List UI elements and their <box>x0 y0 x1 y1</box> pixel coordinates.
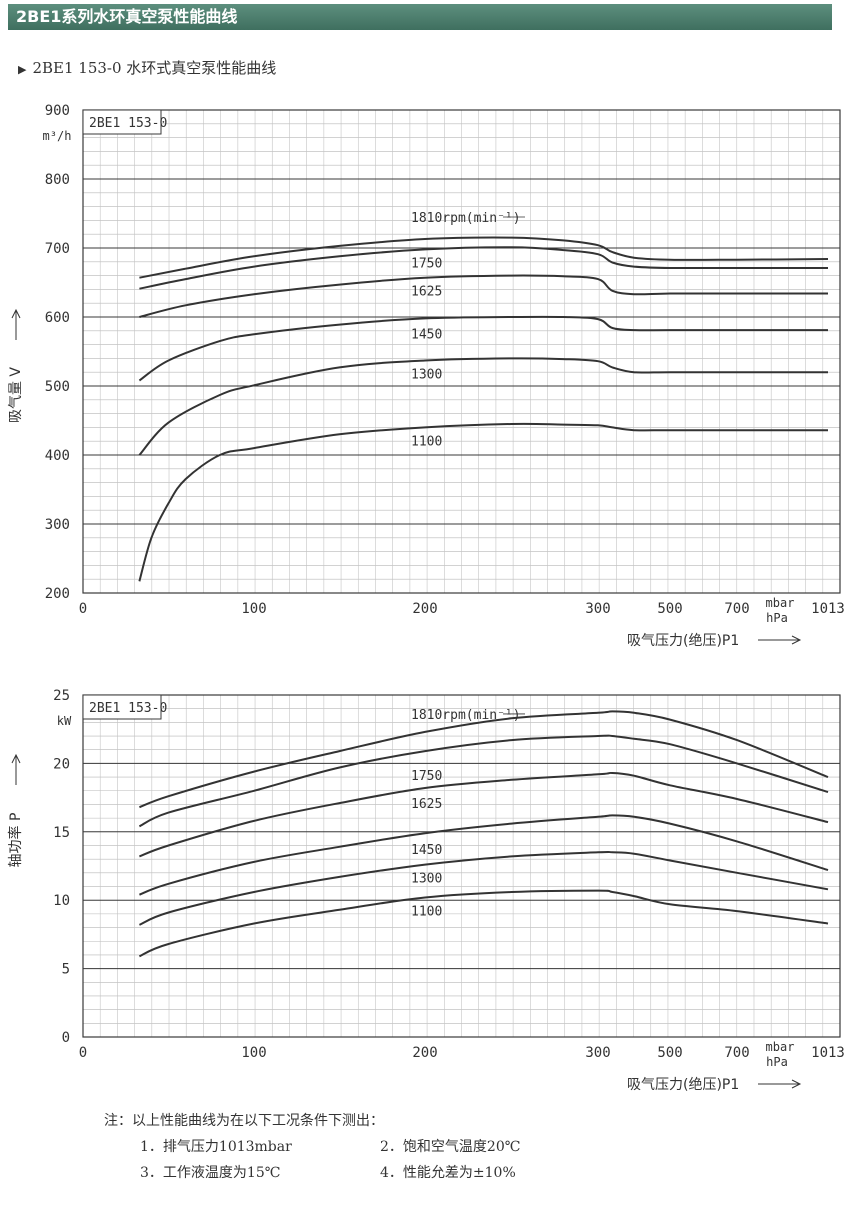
series-line <box>139 236 829 279</box>
series-line <box>138 889 829 958</box>
x-tick-label: 100 <box>241 1045 266 1061</box>
model-label: 2BE1 153-0 <box>89 116 167 131</box>
arrow-head-icon <box>11 308 21 319</box>
series-line <box>139 274 828 318</box>
y-tick-label: 0 <box>62 1030 70 1046</box>
x-tick-label: 200 <box>412 601 437 617</box>
series-line <box>139 246 828 290</box>
x-tick-label: 0 <box>79 1045 87 1061</box>
series-label: 1450 <box>411 843 442 858</box>
x-unit-label: mbar <box>766 596 795 610</box>
y-tick-label: 500 <box>45 379 70 395</box>
x-tick-label: 0 <box>79 601 87 617</box>
series-line <box>138 315 828 382</box>
y-tick-label: 25 <box>53 688 70 704</box>
notes: 注：以上性能曲线为在以下工况条件下测出： 1．排气压力1013mbar 2．饱和… <box>104 1110 620 1182</box>
note-item: 1．排气压力1013mbar <box>140 1139 292 1155</box>
chart-subtitle: ▶ 2BE1 153-0 水环式真空泵性能曲线 <box>18 57 276 78</box>
arrow-head-icon <box>791 635 802 645</box>
series-label: 1810rpm(min⁻¹) <box>411 708 521 723</box>
note-item: 2．饱和空气温度20℃ <box>380 1139 521 1155</box>
x-tick-label: 1013 <box>811 1045 845 1061</box>
x-tick-label: 300 <box>585 601 610 617</box>
y-tick-label: 800 <box>45 172 70 188</box>
plot-frame <box>82 694 841 1038</box>
series-label: 1100 <box>411 434 442 449</box>
series-line <box>138 734 829 828</box>
notes-heading: 注：以上性能曲线为在以下工况条件下测出： <box>104 1113 384 1129</box>
x-tick-label: 500 <box>657 601 682 617</box>
y-tick-label: 10 <box>53 893 70 909</box>
y-unit-label: m³/h <box>43 129 72 143</box>
x-tick-label: 200 <box>412 1045 437 1061</box>
x-tick-label: 1013 <box>811 601 845 617</box>
y-tick-label: 400 <box>45 448 70 464</box>
series-label: 1750 <box>411 256 442 271</box>
y-tick-label: 600 <box>45 310 70 326</box>
y-tick-label: 200 <box>45 586 70 602</box>
flow-chart: 200 300 400 500 600 700 800 900 2BE1 153-0 m³/h 吸气… <box>8 103 845 649</box>
x-tick-label: 700 <box>724 601 749 617</box>
series-line <box>138 422 828 582</box>
x-tick-label: 700 <box>724 1045 749 1061</box>
y-tick-label: 5 <box>62 962 70 978</box>
series-label: 1625 <box>411 797 442 812</box>
y-tick-label: 700 <box>45 241 70 257</box>
x-unit-label: hPa <box>766 611 788 625</box>
series-label: 1450 <box>411 327 442 342</box>
arrow-head-icon <box>791 1079 802 1089</box>
x-axis-label: 吸气压力(绝压)P1 <box>627 1077 739 1093</box>
series-line <box>138 357 828 456</box>
model-label-box <box>82 109 162 135</box>
x-tick-label: 300 <box>585 1045 610 1061</box>
series-label: 1750 <box>411 769 442 784</box>
series-label: 1625 <box>411 285 442 300</box>
x-axis-label: 吸气压力(绝压)P1 <box>627 633 739 649</box>
y-tick-label: 300 <box>45 517 70 533</box>
y-tick-label: 900 <box>45 103 70 119</box>
subtitle-text: 2BE1 153-0 水环式真空泵性能曲线 <box>32 59 277 77</box>
series-label: 1300 <box>411 367 442 382</box>
x-unit-label: hPa <box>766 1055 788 1069</box>
model-label: 2BE1 153-0 <box>89 701 167 716</box>
series-label: 1810rpm(min⁻¹) <box>411 211 521 226</box>
series-line <box>138 850 829 926</box>
y-axis-label: 轴功率 P <box>7 813 24 868</box>
model-label-box <box>82 694 162 720</box>
y-unit-label: kW <box>57 714 72 728</box>
x-tick-label: 100 <box>241 601 266 617</box>
series-line <box>139 814 829 896</box>
triangle-marker-icon: ▶ <box>18 63 27 76</box>
page-title: 2BE1系列水环真空泵性能曲线 <box>16 7 238 26</box>
series-label: 1300 <box>411 872 442 887</box>
note-item: 3．工作液温度为15℃ <box>140 1165 281 1181</box>
series-line <box>139 771 829 858</box>
arrow-head-icon <box>11 753 21 764</box>
y-tick-label: 20 <box>53 756 70 772</box>
series-line <box>139 710 829 809</box>
note-item: 4．性能允差为±10% <box>380 1165 516 1181</box>
header-bar: 2BE1系列水环真空泵性能曲线 <box>8 4 832 30</box>
power-chart: 0 5 10 15 20 25 2BE1 153-0 kW 轴功率 P 0 100 200 300 500… <box>7 688 845 1093</box>
plot-frame <box>82 109 841 594</box>
x-tick-label: 500 <box>657 1045 682 1061</box>
series-label: 1100 <box>411 904 442 919</box>
x-unit-label: mbar <box>766 1040 795 1054</box>
y-tick-label: 15 <box>53 825 70 841</box>
y-axis-label: 吸气量 V <box>8 367 24 423</box>
